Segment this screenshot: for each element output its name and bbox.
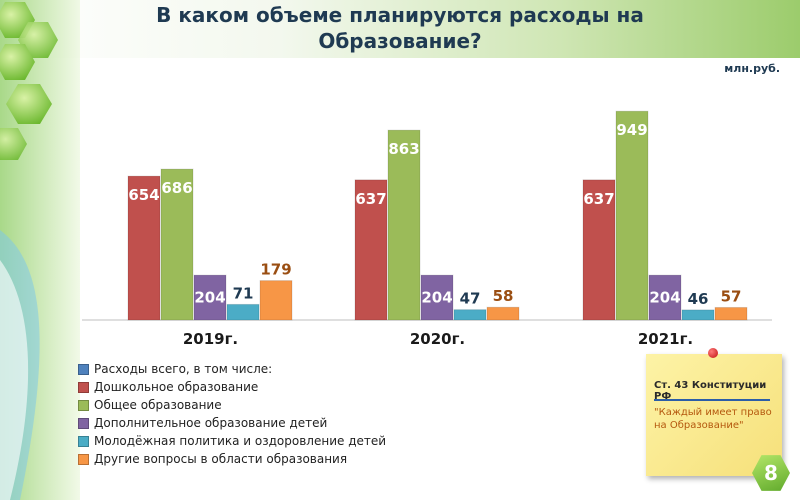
data-label-3-2: 949	[616, 121, 647, 139]
data-label-1-4: 71	[233, 284, 254, 302]
bar-3-4	[681, 309, 715, 321]
data-label-2-2: 863	[388, 140, 419, 158]
data-label-1-3: 204	[194, 289, 225, 307]
legend-item-2: Общее образование	[78, 396, 386, 414]
legend-item-5: Другие вопросы в области образования	[78, 450, 386, 468]
bar-2-1	[354, 179, 388, 321]
category-label-1: 2019г.	[183, 330, 238, 348]
legend-swatch-5	[78, 453, 89, 465]
page-title: В каком объеме планируются расходы на Об…	[156, 3, 644, 53]
legend-swatch-4	[78, 435, 89, 447]
data-label-2-5: 58	[493, 287, 514, 305]
legend-item-0: Расходы всего, в том числе:	[78, 360, 386, 378]
data-label-1-2: 686	[161, 179, 192, 197]
data-label-3-3: 204	[649, 289, 680, 307]
legend-label-5: Другие вопросы в области образования	[94, 452, 348, 466]
legend-item-1: Дошкольное образование	[78, 378, 386, 396]
bar-2-4	[453, 309, 487, 321]
data-label-3-4: 46	[688, 290, 709, 308]
bar-1-2	[160, 168, 194, 321]
legend-swatch-1	[78, 381, 89, 393]
note-quote: "Каждый имеет право на Образование"	[654, 407, 772, 431]
bar-1-3	[193, 274, 227, 321]
data-label-2-4: 47	[460, 290, 481, 308]
bar-3-3	[648, 274, 682, 321]
legend-item-3: Дополнительное образование детей	[78, 414, 386, 432]
chart-legend: Расходы всего, в том числе: Дошкольное об…	[78, 360, 386, 468]
legend-label-0: Расходы всего, в том числе:	[94, 362, 273, 376]
data-label-3-5: 57	[721, 287, 742, 305]
legend-label-4: Молодёжная политика и оздоровление детей	[94, 434, 387, 448]
data-label-2-1: 637	[355, 190, 386, 208]
data-label-3-1: 637	[583, 190, 614, 208]
legend-swatch-0	[78, 363, 89, 375]
legend-label-1: Дошкольное образование	[94, 380, 259, 394]
data-label-1-1: 654	[128, 186, 159, 204]
sticky-note: Ст. 43 Конституции РФ "Каждый имеет прав…	[646, 348, 782, 476]
pin-icon	[708, 348, 718, 358]
data-label-1-5: 179	[260, 261, 291, 279]
bar-3-5	[714, 306, 748, 321]
bar-1-1	[127, 175, 161, 321]
bar-1-4	[226, 303, 260, 321]
bar-1-5	[259, 280, 293, 321]
legend-swatch-2	[78, 399, 89, 411]
note-divider	[654, 399, 770, 401]
bar-chart: 654 686 204 71 179 2019г. 637 863 204 47 58 2020г. 6…	[82, 110, 772, 348]
legend-item-4: Молодёжная политика и оздоровление детей	[78, 432, 386, 450]
bar-3-1	[582, 179, 616, 321]
category-label-2: 2020г.	[410, 330, 465, 348]
unit-label: млн.руб.	[724, 62, 780, 75]
data-label-2-3: 204	[421, 289, 452, 307]
bar-2-3	[420, 274, 454, 321]
bar-2-2	[387, 129, 421, 321]
category-label-3: 2021г.	[638, 330, 693, 348]
legend-swatch-3	[78, 417, 89, 429]
legend-label-2: Общее образование	[94, 398, 222, 412]
decorative-side-pattern	[0, 0, 80, 500]
bar-3-2	[615, 110, 649, 321]
bar-2-5	[486, 306, 520, 321]
legend-label-3: Дополнительное образование детей	[94, 416, 328, 430]
note-heading: Ст. 43 Конституции РФ	[654, 380, 767, 402]
header-band	[0, 0, 800, 58]
